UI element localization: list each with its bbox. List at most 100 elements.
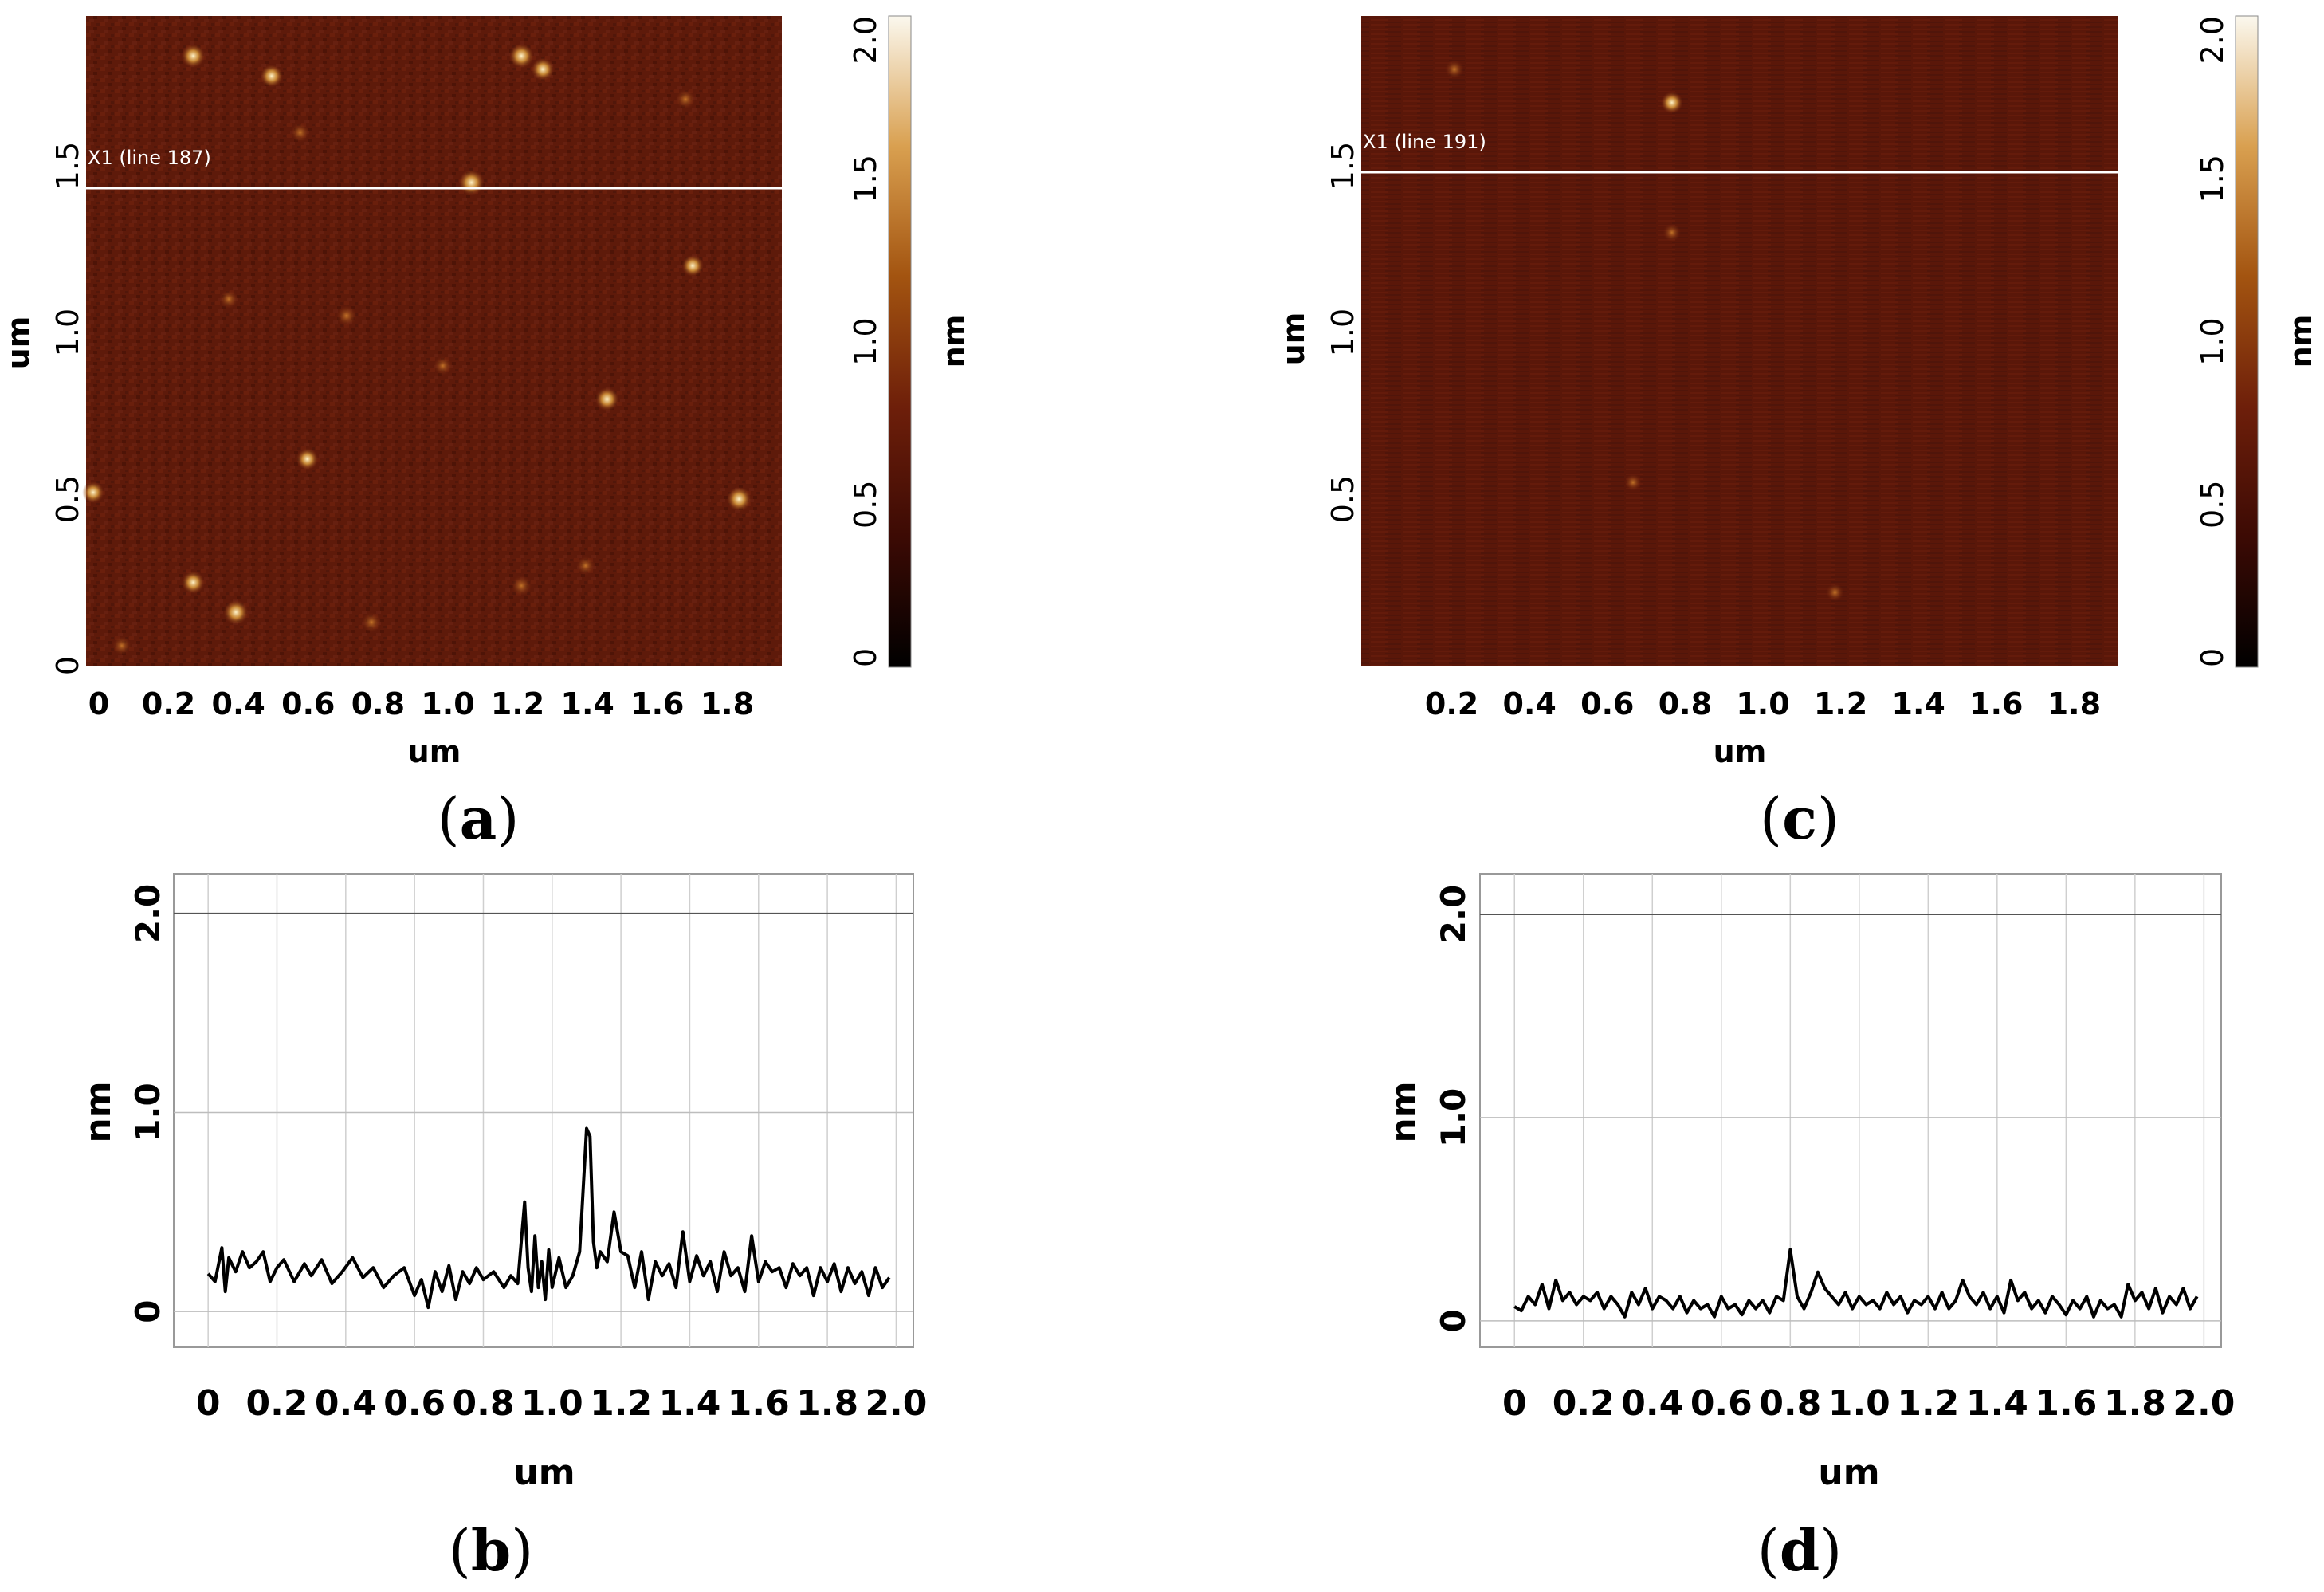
afm-feature <box>508 43 534 69</box>
x-tick-label: 1.2 <box>491 686 544 721</box>
x-tick-label: 1.6 <box>630 686 684 721</box>
colorbar-ticks-c: 0 0.5 1.0 1.5 2.0 <box>2195 16 2230 667</box>
panel-a: X1 (line 187) 0 0.5 1.0 1.5 um 0 0.2 0.4 0.6 0.… <box>1 15 972 769</box>
colorbar-tick-label: 0.5 <box>848 481 883 529</box>
afm-feature <box>1825 583 1844 602</box>
x-tick-label: 0.8 <box>1659 686 1712 721</box>
grid-d <box>1480 874 2221 1347</box>
afm-feature <box>82 481 104 504</box>
x-tick-label: 1.6 <box>728 1383 790 1424</box>
profile-line-b <box>206 1126 891 1310</box>
x-tick-label: 1.8 <box>701 686 754 721</box>
afm-feature <box>458 169 485 196</box>
x-tick-label: 0.2 <box>1553 1383 1615 1424</box>
afm-feature <box>1624 474 1642 491</box>
afm-feature <box>336 305 358 327</box>
x-tick-label: 1.0 <box>1828 1383 1890 1424</box>
y-tick-label: 0.5 <box>50 475 85 523</box>
x-tick-label: 0.4 <box>212 686 265 721</box>
x-tick-label: 1.4 <box>561 686 614 721</box>
y-tick-label: 0.5 <box>1325 475 1360 523</box>
x-tick-label: 0.6 <box>1580 686 1634 721</box>
afm-feature <box>219 289 239 309</box>
scan-line-label-a: X1 (line 187) <box>88 147 211 169</box>
x-tick-label: 0.8 <box>351 686 405 721</box>
x-tick-label: 0.2 <box>1425 686 1478 721</box>
y-ticks-a: 0 0.5 1.0 1.5 <box>50 142 85 675</box>
colorbar-ticks-a: 0 0.5 1.0 1.5 2.0 <box>848 16 883 667</box>
afm-feature <box>575 556 595 576</box>
x-tick-label: 0.6 <box>383 1383 446 1424</box>
colorbar-tick-label: 2.0 <box>848 16 883 64</box>
x-label-c: um <box>1714 734 1767 769</box>
x-tick-label: 0.6 <box>281 686 335 721</box>
afm-feature <box>296 448 319 470</box>
x-tick-label: 1.6 <box>1969 686 2023 721</box>
x-tick-label: 1.2 <box>1814 686 1867 721</box>
colorbar-a <box>888 15 912 668</box>
y-ticks-c: 0.5 1.0 1.5 <box>1325 142 1360 523</box>
y-ticks-b: 0 1.0 2.0 <box>128 884 167 1323</box>
x-tick-label: 0.4 <box>315 1383 377 1424</box>
y-ticks-d: 0 1.0 2.0 <box>1434 885 1473 1333</box>
caption-a-letter: a <box>460 784 497 852</box>
x-tick-label: 1.0 <box>1736 686 1789 721</box>
afm-feature <box>675 88 696 110</box>
x-label-b: um <box>513 1452 575 1493</box>
x-tick-label: 0.2 <box>142 686 195 721</box>
x-tick-label: 1.0 <box>521 1383 583 1424</box>
x-tick-label: 2.0 <box>2173 1383 2235 1424</box>
y-tick-label: 0 <box>1434 1309 1473 1332</box>
caption-d-letter: d <box>1780 1516 1820 1584</box>
y-label-a: um <box>1 316 36 370</box>
colorbar-tick-label: 1.5 <box>848 155 883 202</box>
colorbar-label-c: nm <box>2283 315 2318 368</box>
x-ticks-a: 0 0.2 0.4 0.6 0.8 1.0 1.2 1.4 1.6 1.8 <box>88 686 754 721</box>
y-tick-label: 1.0 <box>1434 1088 1473 1147</box>
y-tick-label: 1.0 <box>128 1083 167 1142</box>
colorbar-tick-label: 0 <box>2195 648 2230 667</box>
caption-d: (d) <box>1757 1516 1843 1584</box>
x-tick-label: 1.2 <box>590 1383 652 1424</box>
afm-feature <box>112 635 132 655</box>
grid-b <box>174 874 913 1347</box>
afm-feature <box>433 356 453 375</box>
x-tick-label: 1.4 <box>1892 686 1945 721</box>
x-tick-label: 0.2 <box>246 1383 308 1424</box>
x-ticks-c: 0.2 0.4 0.6 0.8 1.0 1.2 1.4 1.6 1.8 <box>1425 686 2101 721</box>
x-tick-label: 1.6 <box>2035 1383 2097 1424</box>
y-tick-label: 0 <box>50 656 85 675</box>
y-tick-label: 0 <box>128 1299 167 1323</box>
caption-a: (a) <box>438 784 520 852</box>
plot-frame-d <box>1479 873 2222 1348</box>
afm-feature <box>1444 59 1464 79</box>
x-ticks-b: 0 0.2 0.4 0.6 0.8 1.0 1.2 1.4 1.6 1.8 2.0 <box>196 1383 928 1424</box>
profile-line-d <box>1513 1248 2199 1319</box>
caption-c-letter: c <box>1782 784 1817 852</box>
y-tick-label: 2.0 <box>1434 885 1473 944</box>
x-tick-label: 0 <box>88 686 109 721</box>
afm-feature <box>223 599 249 625</box>
scan-line-label-c: X1 (line 191) <box>1363 131 1486 153</box>
afm-feature <box>1663 223 1682 242</box>
y-tick-label: 1.0 <box>1325 309 1360 356</box>
afm-image-c <box>1361 16 2118 666</box>
x-tick-label: 0 <box>196 1383 221 1424</box>
x-tick-label: 2.0 <box>865 1383 927 1424</box>
afm-feature <box>681 254 704 277</box>
caption-b-letter: b <box>471 1516 511 1584</box>
panel-b: 01.02.0 nm 0 0.2 0.4 0.6 0.8 1.0 1.2 1.4 1.6 1.8 2… <box>78 873 928 1493</box>
x-tick-label: 0.8 <box>452 1383 514 1424</box>
x-tick-label: 0 <box>1502 1383 1527 1424</box>
y-tick-label: 2.0 <box>128 884 167 943</box>
y-tick-label: 1.5 <box>50 142 85 190</box>
afm-feature <box>531 57 555 81</box>
x-tick-label: 1.8 <box>2104 1383 2166 1424</box>
afm-image-a <box>86 16 782 666</box>
colorbar-tick-label: 0 <box>848 648 883 667</box>
afm-feature <box>595 387 619 411</box>
panel-d: 01.02.0 nm 0 0.2 0.4 0.6 0.8 1.0 1.2 1.4 1.6 1.8 2… <box>1384 873 2235 1493</box>
x-label-a: um <box>408 734 461 769</box>
x-tick-label: 0.4 <box>1621 1383 1683 1424</box>
